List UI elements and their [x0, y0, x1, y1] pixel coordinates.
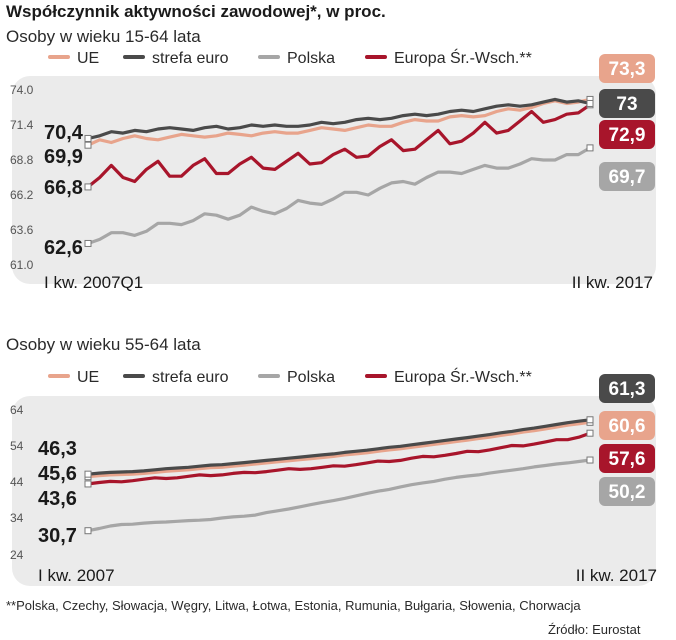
chart2-start-label: 30,7	[38, 525, 77, 547]
chart1-end-label-box	[599, 89, 655, 118]
chart2-legend-ue: UE	[48, 369, 99, 387]
chart2-start-label: 46,3	[38, 438, 77, 460]
legend-swatch-ue	[48, 373, 70, 378]
chart2-start-label: 45,6	[38, 463, 77, 485]
legend-swatch-ue	[48, 54, 70, 59]
chart1-y-tick: 63.6	[10, 223, 34, 237]
chart2-end-label-box	[599, 444, 655, 473]
chart1-y-tick: 66.2	[10, 188, 34, 202]
chart1-series-polska	[86, 146, 592, 246]
chart1-marker-strefa-euro-end	[586, 99, 594, 107]
chart2-y-tick: 54	[10, 439, 24, 453]
chart2-series-ue	[86, 420, 592, 479]
chart1-legend-polska: Polska	[258, 50, 335, 68]
chart1-end-label: 73	[616, 94, 637, 115]
chart2-y-tick: 64	[10, 403, 24, 417]
page-title: Współczynnik aktywności zawodowej*, w pr…	[6, 2, 386, 21]
chart1-end-label-box	[599, 54, 655, 83]
legend-swatch-europa	[365, 373, 387, 378]
chart1-end-label-box	[599, 162, 655, 191]
chart2-marker-strefa-euro-end	[586, 416, 594, 424]
chart1-end-label: 73,3	[609, 59, 646, 80]
source: Źródło: Eurostat	[548, 622, 641, 637]
chart2-end-label-box	[599, 477, 655, 506]
chart2-title: Osoby w wieku 55-64 lata	[6, 335, 201, 354]
chart2-start-label: 43,6	[38, 488, 77, 510]
chart1-start-label: 66,8	[44, 177, 83, 199]
chart2-legend-polska: Polska	[258, 369, 335, 387]
chart1-start-label: 62,6	[44, 237, 83, 259]
chart1-end-label-box	[599, 120, 655, 149]
chart2-end-label-box	[599, 411, 655, 440]
legend-swatch-strefa-euro	[123, 54, 145, 59]
chart1-y-tick: 71.4	[10, 118, 34, 132]
chart2-marker-europa-end	[586, 429, 594, 437]
chart2-end-label: 50,2	[609, 482, 646, 503]
chart2-end-label: 60,6	[609, 416, 646, 437]
legend-swatch-polska	[258, 373, 280, 378]
chart1-end-label: 72,9	[609, 125, 646, 146]
chart1-marker-strefa-euro-start	[84, 134, 92, 142]
chart1-end-label: 69,7	[609, 167, 646, 188]
chart1-start-label: 70,4	[44, 122, 84, 144]
chart1-legend-ue: UE	[48, 50, 99, 68]
footnote: **Polska, Czechy, Słowacja, Węgry, Litwa…	[6, 598, 581, 613]
legend-swatch-europa	[365, 54, 387, 59]
chart2-y-tick: 24	[10, 548, 24, 562]
chart1-legend-strefa-euro: strefa euro	[123, 50, 228, 68]
chart1-start-label: 69,9	[44, 146, 83, 168]
chart2-series-europa	[86, 431, 592, 486]
chart2-end-label: 57,6	[609, 449, 646, 470]
chart2-end-label-box	[599, 374, 655, 403]
chart2-x-end-label: II kw. 2017	[576, 566, 657, 585]
chart2-series-polska	[86, 458, 592, 533]
chart2-x-start-label: I kw. 2007	[38, 566, 115, 585]
chart1-plot-area	[12, 76, 656, 284]
chart2-end-label: 61,3	[609, 379, 646, 400]
chart2-legend-europa: Europa Śr.-Wsch.**	[365, 369, 532, 387]
chart1-marker-ue-start	[84, 141, 92, 149]
chart1-y-tick: 68.8	[10, 153, 34, 167]
chart1-series-ue	[86, 97, 592, 147]
legend-swatch-polska	[258, 54, 280, 59]
chart1-y-tick: 61.0	[10, 258, 34, 272]
chart2-y-tick: 44	[10, 475, 24, 489]
chart2-marker-polska-start	[84, 527, 92, 535]
chart2-marker-polska-end	[586, 456, 594, 464]
chart1-x-end-label: II kw. 2017	[572, 273, 653, 292]
legend-swatch-strefa-euro	[123, 373, 145, 378]
chart2-legend-strefa-euro: strefa euro	[123, 369, 228, 387]
chart2-series-strefa-euro	[86, 418, 592, 476]
chart1-y-tick: 74.0	[10, 83, 34, 97]
chart1-series-europa	[86, 103, 592, 189]
chart1-marker-polska-end	[586, 144, 594, 152]
chart1-legend-europa: Europa Śr.-Wsch.**	[365, 50, 532, 68]
chart2-marker-strefa-euro-start	[84, 470, 92, 478]
chart2-marker-europa-start	[84, 480, 92, 488]
chart1-series-strefa-euro	[86, 97, 592, 141]
chart1-x-start-label: I kw. 2007Q1	[44, 273, 143, 292]
chart1-title: Osoby w wieku 15-64 lata	[6, 27, 201, 46]
chart2-y-tick: 34	[10, 511, 24, 525]
chart1-marker-polska-start	[84, 239, 92, 247]
chart1-marker-europa-start	[84, 183, 92, 191]
